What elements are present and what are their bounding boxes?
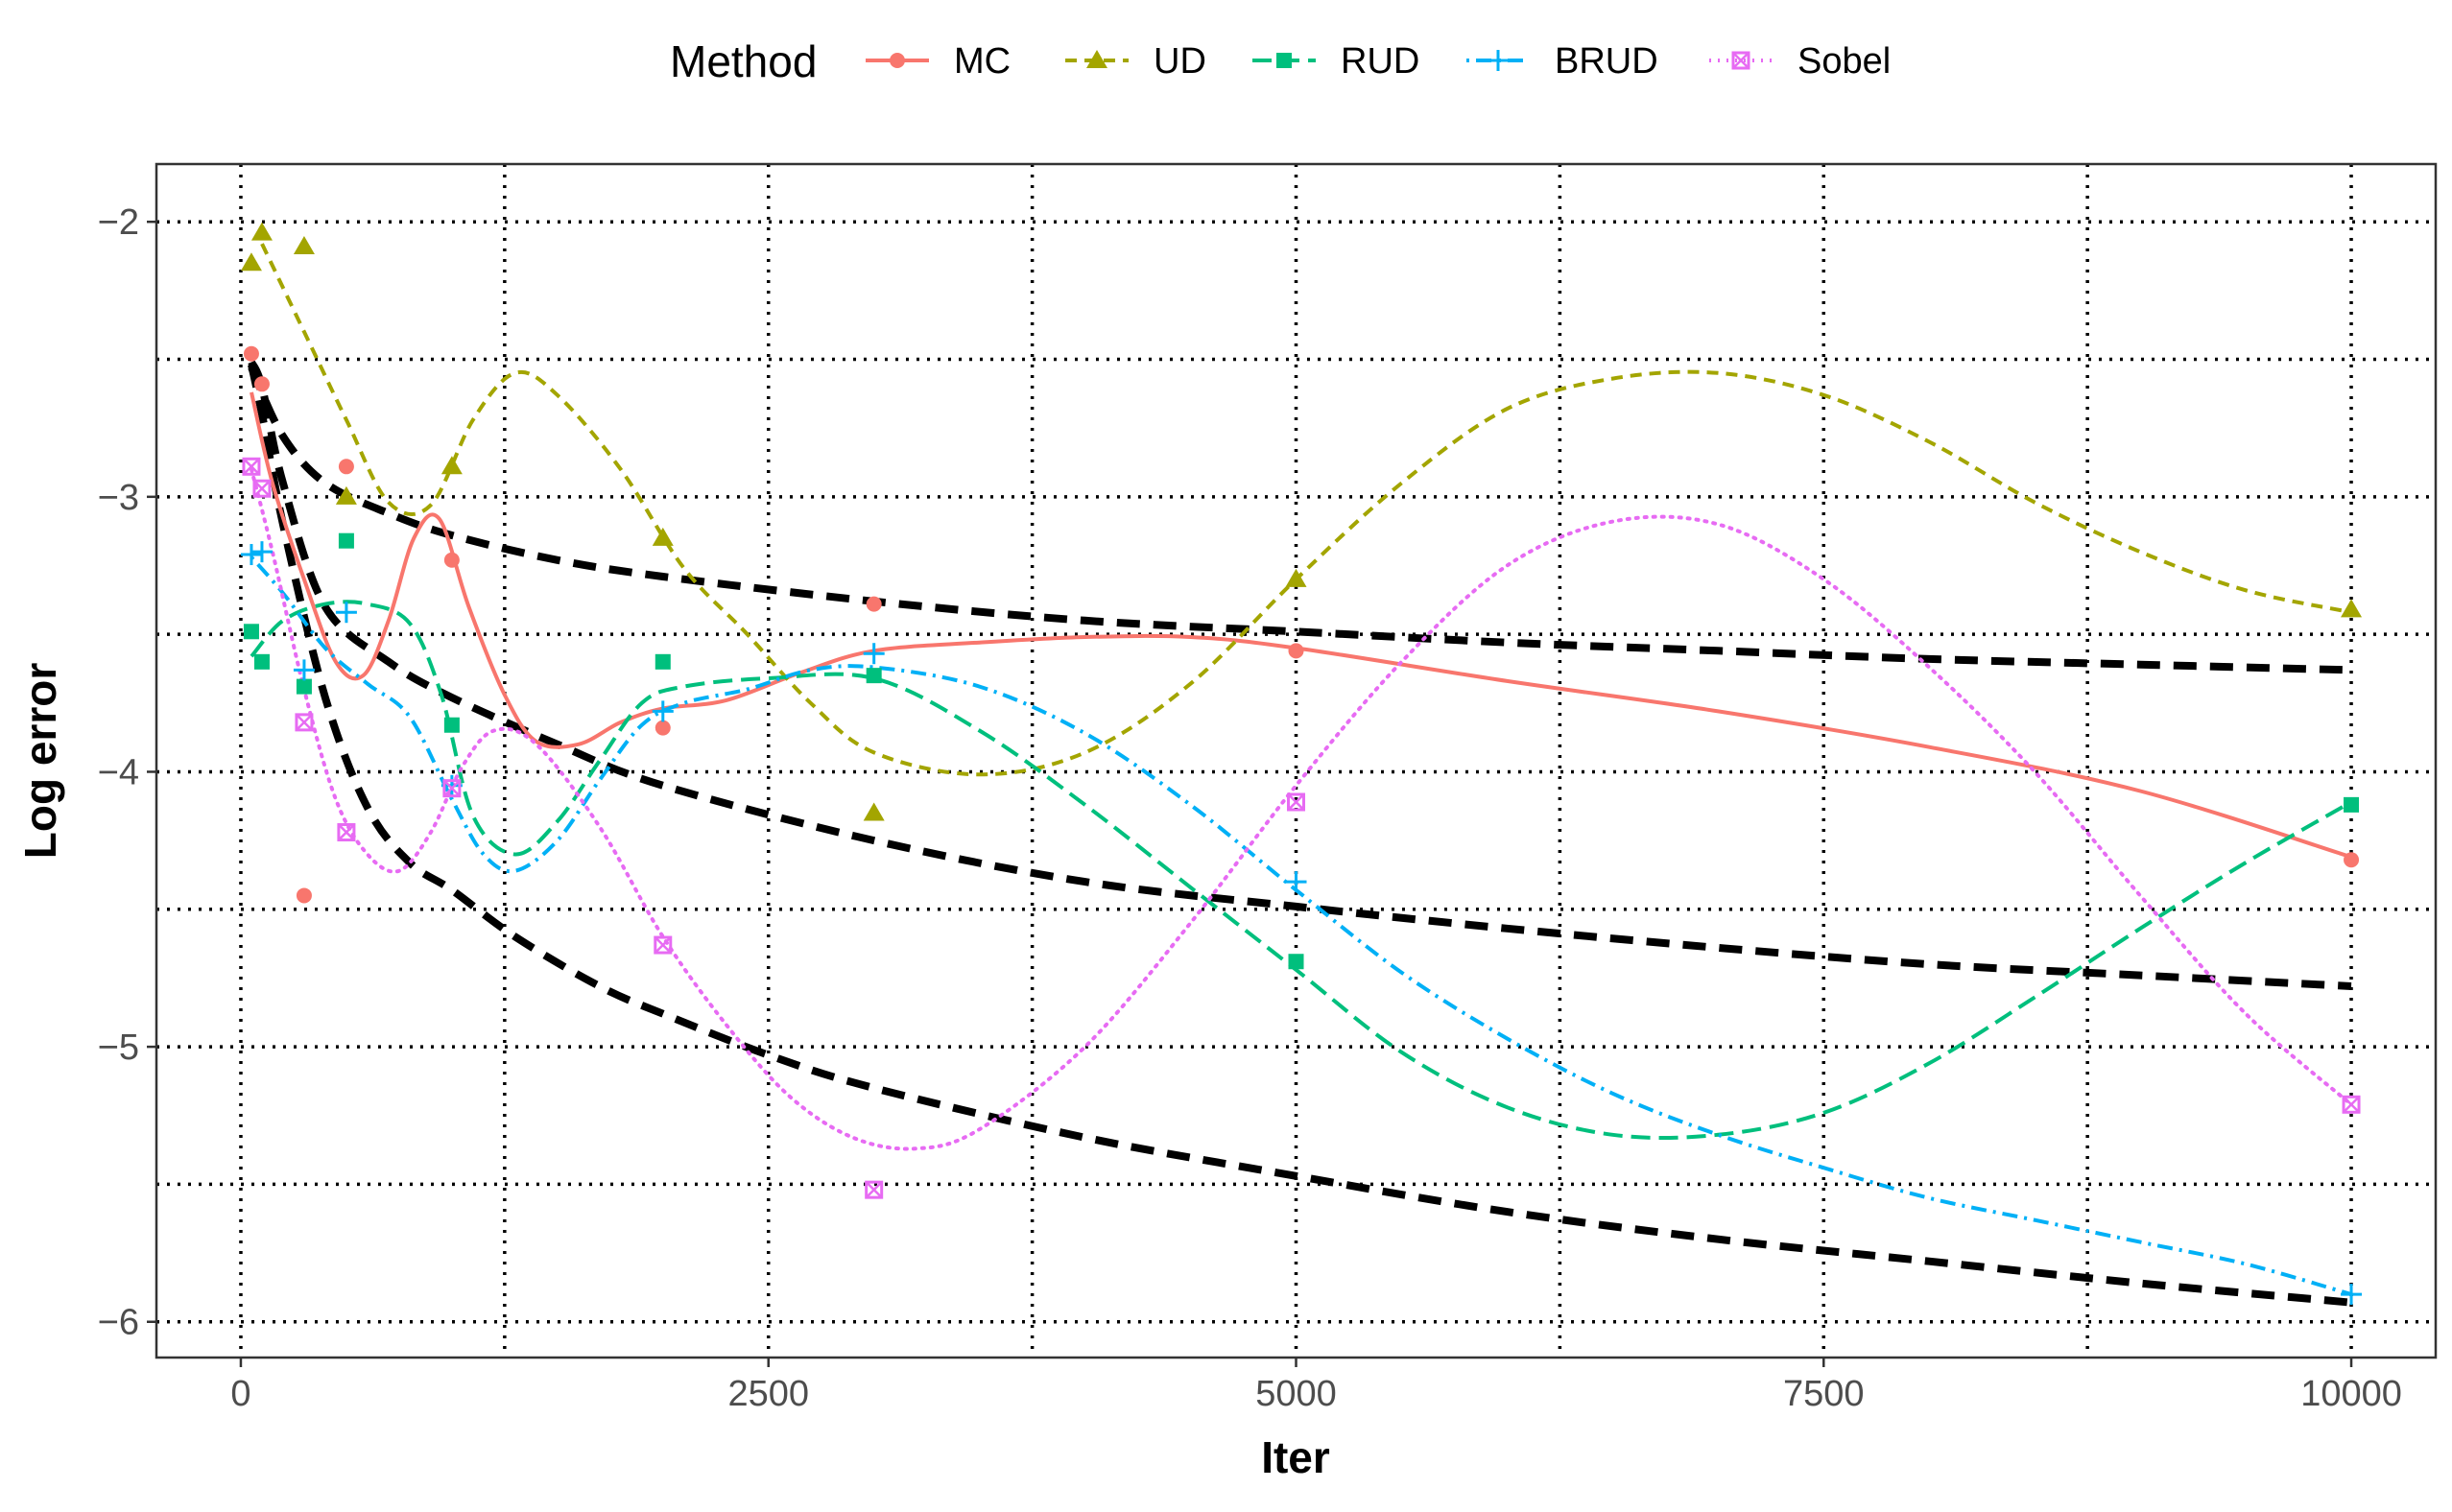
x-axis-title: Iter xyxy=(1261,1432,1330,1482)
reference-fit-lines xyxy=(248,360,2352,1307)
legend-label: Sobel xyxy=(1797,41,1891,82)
ud-point xyxy=(652,527,674,546)
sobel-point xyxy=(337,823,356,842)
sobel-point xyxy=(442,779,462,798)
mc-point xyxy=(338,459,354,475)
sobel-point xyxy=(252,479,272,498)
mc-point xyxy=(243,345,259,362)
y-tick-label: −5 xyxy=(98,1028,139,1068)
legend-item-rud: RUD xyxy=(1252,41,1419,82)
legend-key-marker xyxy=(1731,51,1750,70)
mc-point xyxy=(443,552,460,568)
rud-point xyxy=(296,678,312,695)
sobel-point xyxy=(295,713,314,732)
brud-point xyxy=(1285,871,1307,893)
ud-point xyxy=(863,802,885,821)
legend-key-marker xyxy=(1086,50,1107,68)
ud-point xyxy=(240,252,262,272)
legend-label: RUD xyxy=(1341,41,1419,82)
brud-point xyxy=(240,544,262,566)
y-tick-label: −6 xyxy=(98,1303,139,1343)
sobel-line xyxy=(250,467,2353,1151)
x-tick-label: 2500 xyxy=(727,1374,809,1414)
brud-point xyxy=(863,643,885,665)
legend-item-sobel: Sobel xyxy=(1709,41,1891,82)
brud-line xyxy=(250,555,2352,1297)
brud-point xyxy=(2341,1284,2363,1306)
brud-point xyxy=(335,602,357,624)
reference-fit-2-line xyxy=(248,360,2352,990)
legend-key-marker xyxy=(1488,50,1509,71)
x-tick-label: 10000 xyxy=(2300,1374,2402,1414)
brud-point xyxy=(652,700,674,722)
rud-point xyxy=(655,653,671,670)
sobel-point xyxy=(242,457,261,476)
reference-fit-3-line xyxy=(248,364,2352,1307)
mc-point xyxy=(2344,852,2360,868)
brud-point xyxy=(293,659,315,681)
rud-point xyxy=(866,668,882,684)
mc-point xyxy=(1288,643,1304,659)
sobel-point xyxy=(1287,792,1305,812)
x-tick-label: 5000 xyxy=(1255,1374,1337,1414)
reference-fit-1-line xyxy=(248,366,2352,674)
legend-label: BRUD xyxy=(1555,41,1658,82)
ud-line xyxy=(260,243,2352,777)
ud-point xyxy=(250,222,273,241)
legend-title: Method xyxy=(670,36,817,86)
legend-key-marker xyxy=(890,53,905,68)
legend-key-marker xyxy=(1276,53,1292,68)
x-axis: 0 2500 5000 7500 10000 xyxy=(230,1358,2402,1414)
ud-point xyxy=(440,456,463,475)
grid-lines xyxy=(156,164,2436,1358)
rud-point xyxy=(1288,954,1304,970)
ud-point xyxy=(293,235,315,254)
legend-item-ud: UD xyxy=(1065,41,1206,82)
ud-point xyxy=(2341,599,2363,618)
sobel-point xyxy=(2342,1095,2361,1114)
y-axis: −2 −3 −4 −5 −6 xyxy=(98,202,156,1343)
y-tick-label: −4 xyxy=(98,752,139,792)
sobel-point xyxy=(654,935,673,955)
y-axis-title: Log error xyxy=(15,663,65,860)
rud-point xyxy=(243,624,259,640)
mc-point xyxy=(655,720,671,736)
x-tick-label: 0 xyxy=(230,1374,250,1414)
legend: Method MC UD RUD BRUD Sobel xyxy=(670,36,1891,86)
legend-label: UD xyxy=(1154,41,1206,82)
legend-item-brud: BRUD xyxy=(1466,41,1658,82)
series-markers xyxy=(240,222,2363,1306)
rud-point xyxy=(253,653,270,670)
sobel-point xyxy=(865,1180,884,1199)
rud-point xyxy=(443,717,460,733)
y-tick-label: −3 xyxy=(98,478,139,518)
rud-point xyxy=(2344,796,2360,813)
y-tick-label: −2 xyxy=(98,202,139,243)
x-tick-label: 7500 xyxy=(1783,1374,1865,1414)
ud-point xyxy=(335,485,357,505)
mc-point xyxy=(253,376,270,392)
legend-item-mc: MC xyxy=(866,41,1011,82)
mc-line xyxy=(250,391,2352,860)
mc-point xyxy=(296,887,312,904)
mc-point xyxy=(866,596,882,612)
brud-point xyxy=(250,541,273,563)
rud-point xyxy=(338,532,354,549)
ud-point xyxy=(1285,568,1307,587)
legend-label: MC xyxy=(954,41,1011,82)
